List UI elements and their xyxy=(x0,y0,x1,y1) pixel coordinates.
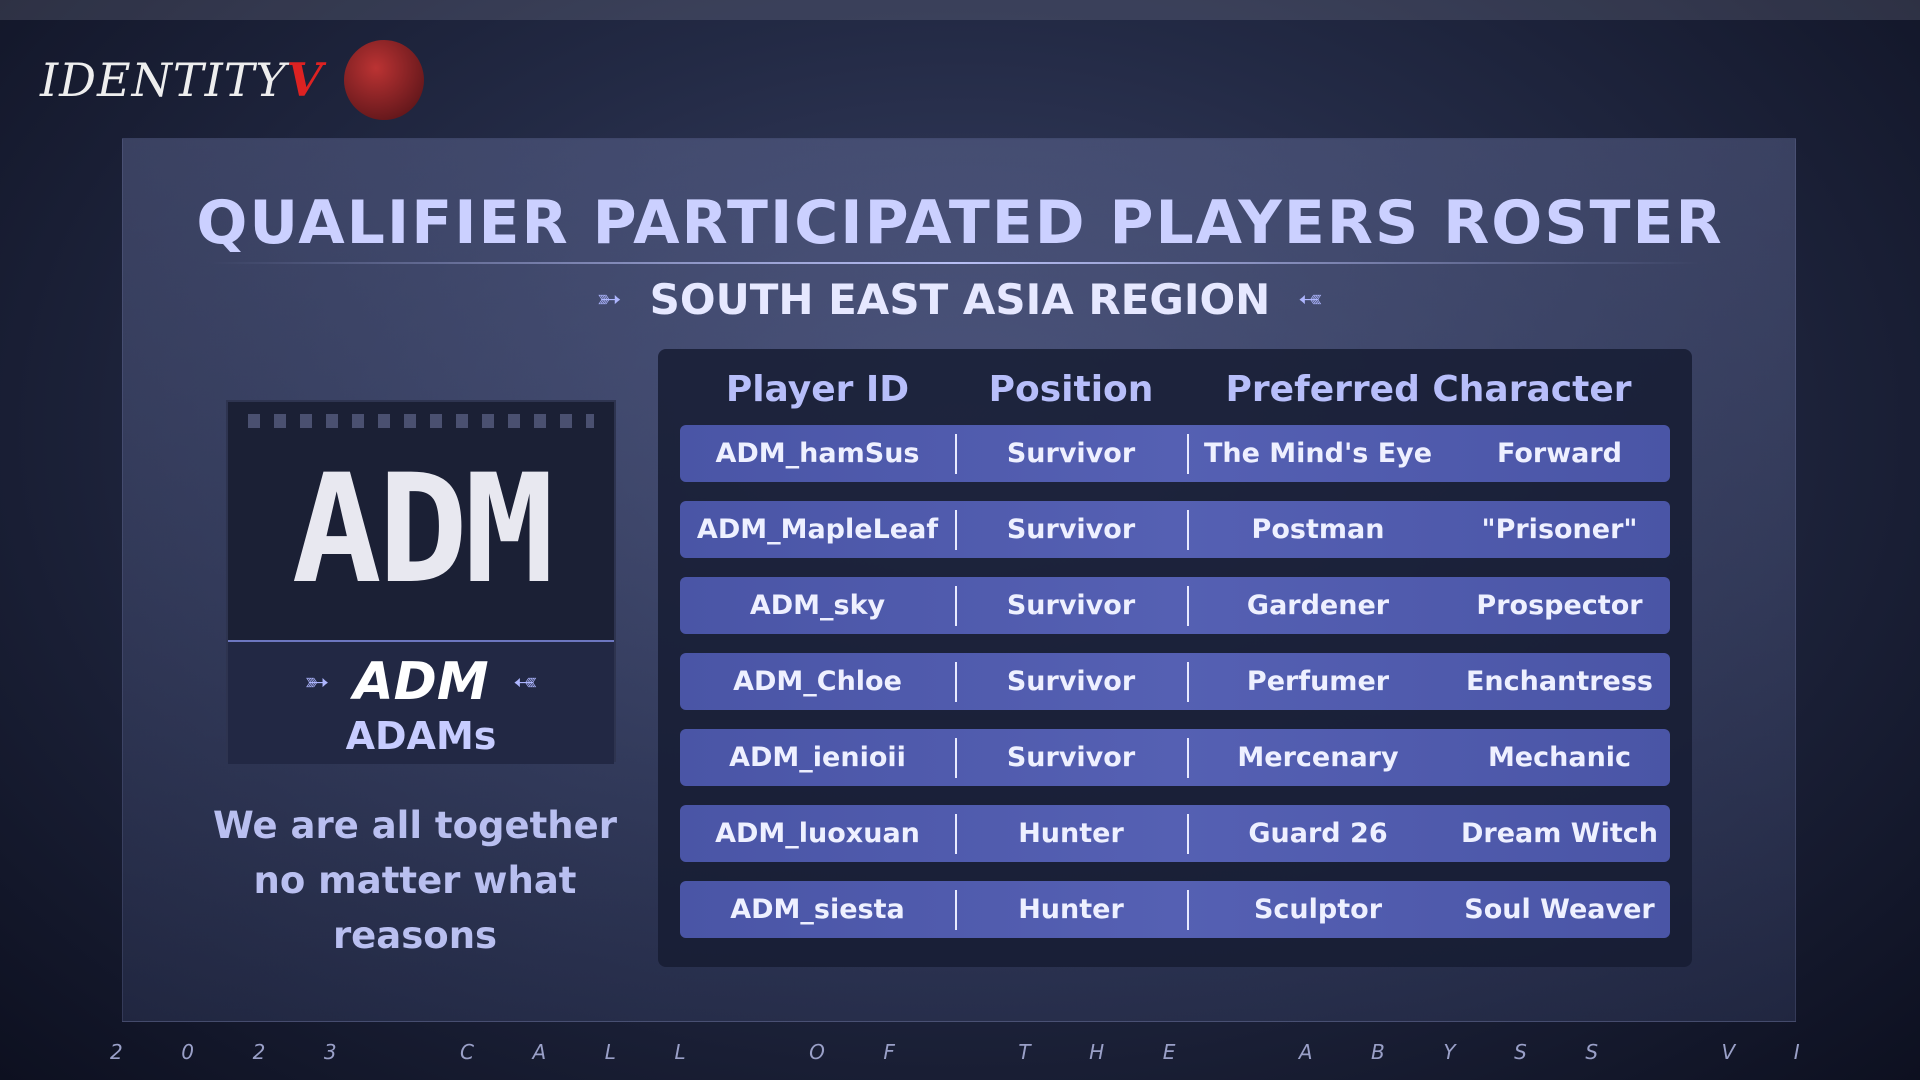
team-tagline: We are all together no matter what reaso… xyxy=(170,798,660,963)
footer-letter: A xyxy=(532,1040,547,1064)
column-divider xyxy=(1187,662,1189,702)
stage-truss xyxy=(0,0,1920,20)
player-id: ADM_luoxuan xyxy=(715,818,920,849)
character-1: Sculptor xyxy=(1253,894,1383,925)
table-row: ADM_Chloe Survivor Perfumer Enchantress xyxy=(680,653,1670,710)
column-divider xyxy=(955,738,957,778)
footer-letter: V xyxy=(1721,1040,1736,1064)
event-emblem-icon xyxy=(343,40,424,120)
player-id: ADM_MapleLeaf xyxy=(696,514,939,545)
event-footer: 2 0 2 3 C A L L O F T H E A B Y S S V I xyxy=(110,1040,1800,1064)
position: Survivor xyxy=(1006,438,1136,469)
character-2: Dream Witch xyxy=(1461,818,1658,849)
team-card: ADM ➳ ADM ➳ ADAMs xyxy=(226,400,616,764)
header-position: Position xyxy=(988,369,1154,410)
tagline-line-1: We are all together xyxy=(213,804,617,847)
region-label: SOUTH EAST ASIA REGION xyxy=(649,275,1271,324)
footer-letter xyxy=(395,1040,401,1064)
position: Survivor xyxy=(1006,590,1136,621)
table-row: ADM_hamSus Survivor The Mind's Eye Forward xyxy=(680,425,1670,482)
character-1: Guard 26 xyxy=(1248,818,1388,849)
character-2: "Prisoner" xyxy=(1481,514,1638,545)
player-id: ADM_hamSus xyxy=(715,438,920,469)
footer-letter: E xyxy=(1162,1040,1176,1064)
position: Survivor xyxy=(1006,742,1136,773)
character-2: Soul Weaver xyxy=(1464,894,1655,925)
table-row: ADM_luoxuan Hunter Guard 26 Dream Witch xyxy=(680,805,1670,862)
table-row: ADM_siesta Hunter Sculptor Soul Weaver xyxy=(680,881,1670,938)
position: Hunter xyxy=(1018,894,1124,925)
column-divider xyxy=(1187,890,1189,930)
arrow-right-icon: ➳ xyxy=(304,664,330,700)
title-divider xyxy=(210,262,1700,264)
player-id: ADM_siesta xyxy=(730,894,905,925)
footer-letter: T xyxy=(1018,1040,1031,1064)
footer-letter xyxy=(1657,1040,1663,1064)
column-divider xyxy=(955,890,957,930)
player-id: ADM_Chloe xyxy=(733,666,902,697)
footer-letter: H xyxy=(1089,1040,1105,1064)
character-2: Enchantress xyxy=(1465,666,1653,697)
footer-letter: F xyxy=(883,1040,895,1064)
footer-letter: 2 xyxy=(110,1040,123,1064)
column-divider xyxy=(1187,738,1189,778)
header-preferred-character: Preferred Character xyxy=(1225,369,1632,410)
character-1: Perfumer xyxy=(1246,666,1390,697)
page-title: QUALIFIER PARTICIPATED PLAYERS ROSTER xyxy=(196,188,1724,258)
footer-letter: O xyxy=(809,1040,825,1064)
footer-letter xyxy=(744,1040,750,1064)
footer-letter: Y xyxy=(1443,1040,1456,1064)
game-logo: IDENTITYV xyxy=(40,40,424,120)
position: Survivor xyxy=(1006,514,1136,545)
footer-letter: B xyxy=(1371,1040,1385,1064)
column-divider xyxy=(1187,586,1189,626)
column-divider xyxy=(1187,434,1189,474)
player-id: ADM_sky xyxy=(749,590,886,621)
footer-letter: I xyxy=(1793,1040,1800,1064)
character-1: Gardener xyxy=(1246,590,1390,621)
roster-table: Player ID Position Preferred Character A… xyxy=(658,349,1692,967)
table-row: ADM_ienioii Survivor Mercenary Mechanic xyxy=(680,729,1670,786)
team-logo: ADM xyxy=(291,443,555,617)
column-divider xyxy=(955,434,957,474)
team-tag-text: ADM xyxy=(353,652,489,712)
footer-letter: 3 xyxy=(323,1040,337,1064)
arrow-left-icon: ➳ xyxy=(512,664,538,700)
position: Hunter xyxy=(1018,818,1124,849)
column-divider xyxy=(1187,510,1189,550)
team-tag: ➳ ADM ➳ xyxy=(228,652,614,712)
character-2: Prospector xyxy=(1476,590,1643,621)
character-1: Mercenary xyxy=(1237,742,1399,773)
region-subtitle: ➳ SOUTH EAST ASIA REGION ➳ xyxy=(0,275,1920,324)
character-2: Mechanic xyxy=(1487,742,1632,773)
footer-letter: S xyxy=(1585,1040,1599,1064)
position: Survivor xyxy=(1006,666,1136,697)
table-row: ADM_sky Survivor Gardener Prospector xyxy=(680,577,1670,634)
footer-letter: 2 xyxy=(252,1040,266,1064)
footer-letter xyxy=(953,1040,959,1064)
table-row: ADM_MapleLeaf Survivor Postman "Prisoner" xyxy=(680,501,1670,558)
character-1: Postman xyxy=(1251,514,1385,545)
tagline-line-2: no matter what reasons xyxy=(253,859,577,957)
header-player-id: Player ID xyxy=(725,369,910,410)
footer-letter xyxy=(1234,1040,1240,1064)
footer-letter: A xyxy=(1298,1040,1313,1064)
footer-letter: 0 xyxy=(181,1040,195,1064)
character-2: Forward xyxy=(1496,438,1623,469)
column-divider xyxy=(955,814,957,854)
footer-letter: S xyxy=(1514,1040,1527,1064)
player-id: ADM_ienioii xyxy=(729,742,906,773)
footer-letter: C xyxy=(460,1040,474,1064)
column-divider xyxy=(1187,814,1189,854)
column-divider xyxy=(955,510,957,550)
arrow-right-icon: ➳ xyxy=(596,282,622,317)
character-1: The Mind's Eye xyxy=(1203,438,1433,469)
arrow-left-icon: ➳ xyxy=(1298,282,1324,317)
column-divider xyxy=(955,586,957,626)
film-perforation xyxy=(248,414,594,428)
team-name: ADAMs xyxy=(345,714,497,758)
column-divider xyxy=(955,662,957,702)
footer-letter: L xyxy=(674,1040,686,1064)
footer-letter: L xyxy=(604,1040,616,1064)
